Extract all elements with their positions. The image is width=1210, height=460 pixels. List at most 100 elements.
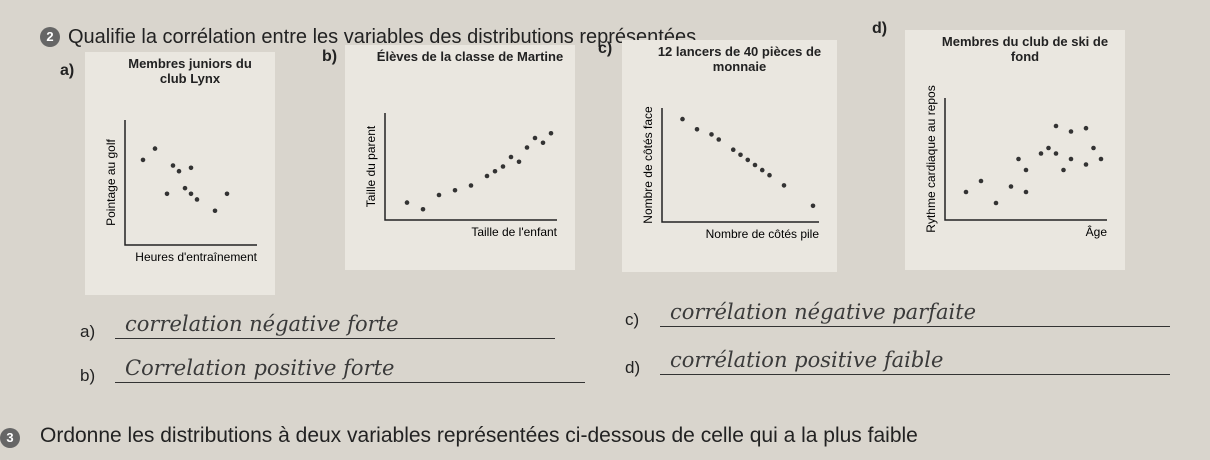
axes bbox=[124, 120, 257, 246]
data-point bbox=[1061, 167, 1066, 173]
data-point bbox=[188, 191, 194, 197]
data-point bbox=[224, 191, 230, 197]
answer-line bbox=[660, 374, 1170, 375]
question-number: 2 bbox=[40, 27, 60, 47]
data-point bbox=[752, 162, 758, 168]
x-axis-label: Âge bbox=[1086, 224, 1108, 239]
data-point bbox=[680, 116, 685, 122]
chart: Rythme cardiaque au repos Âge bbox=[924, 85, 1108, 239]
data-point bbox=[492, 168, 498, 174]
data-point bbox=[1008, 184, 1014, 189]
data-point bbox=[420, 206, 426, 212]
data-point bbox=[810, 203, 816, 209]
data-point bbox=[767, 172, 772, 178]
data-point bbox=[1091, 145, 1096, 151]
data-point bbox=[993, 200, 999, 206]
data-point bbox=[548, 130, 554, 136]
answer-line bbox=[115, 338, 555, 339]
chart-panel: Membres juniors du club Lynx Pointage au … bbox=[85, 52, 275, 295]
data-point bbox=[176, 168, 182, 174]
question-text: Ordonne les distributions à deux variabl… bbox=[40, 424, 918, 447]
answer-text: corrélation positive faible bbox=[670, 348, 944, 372]
data-point bbox=[1053, 151, 1059, 156]
data-point bbox=[694, 127, 700, 132]
axes bbox=[661, 108, 819, 223]
chart-title: Élèves de la classe de Martine bbox=[376, 49, 564, 64]
data-point bbox=[508, 154, 514, 160]
chart: Taille du parent Taille de l'enfant bbox=[364, 113, 558, 239]
y-axis-label: Nombre de côtés face bbox=[641, 106, 655, 224]
data-point bbox=[532, 135, 538, 141]
data-point bbox=[164, 191, 170, 197]
data-point bbox=[963, 189, 969, 195]
answer-text: correlation négative forte bbox=[125, 312, 399, 336]
data-point bbox=[484, 173, 490, 179]
chart-panel: 12 lancers de 40 pièces de monnaie Nombre… bbox=[622, 40, 837, 272]
x-axis-label: Nombre de côtés pile bbox=[706, 227, 820, 241]
data-point bbox=[152, 146, 158, 151]
answer-letter: d) bbox=[625, 358, 641, 377]
data-point bbox=[781, 183, 787, 188]
chart-letter: d) bbox=[872, 20, 888, 37]
data-point bbox=[1023, 189, 1029, 195]
data-point bbox=[1068, 129, 1074, 134]
data-point bbox=[404, 200, 410, 205]
data-point bbox=[170, 163, 176, 168]
question-text: Qualifie la corrélation entre les variab… bbox=[68, 26, 697, 48]
y-axis-label: Taille du parent bbox=[364, 125, 378, 207]
data-point bbox=[1016, 156, 1021, 162]
data-point bbox=[452, 187, 458, 193]
answer-letter: c) bbox=[625, 310, 640, 329]
data-point bbox=[745, 157, 751, 163]
data-point bbox=[730, 147, 736, 152]
chart-title: Membres juniors du club Lynx bbox=[128, 56, 252, 86]
data-point bbox=[709, 132, 714, 137]
answer-letter: b) bbox=[80, 366, 96, 385]
question-number: 3 bbox=[0, 428, 20, 448]
data-point bbox=[182, 185, 188, 191]
data-point bbox=[1038, 151, 1044, 156]
chart-title: 12 lancers de 40 pièces de monnaie bbox=[657, 44, 822, 74]
data-point bbox=[212, 208, 218, 214]
answer-line bbox=[115, 382, 585, 383]
data-point bbox=[436, 192, 442, 198]
data-point bbox=[1083, 162, 1089, 167]
data-point bbox=[140, 157, 146, 163]
data-point bbox=[759, 167, 765, 173]
data-point bbox=[516, 159, 522, 165]
data-point bbox=[1046, 145, 1051, 151]
chart: Pointage au golf Heures d'entraînement bbox=[104, 120, 258, 264]
data-point bbox=[468, 183, 474, 188]
data-point bbox=[978, 178, 984, 184]
data-point bbox=[500, 164, 506, 169]
chart-panel: Membres du club de ski de fond Rythme car… bbox=[905, 30, 1125, 270]
axes bbox=[944, 98, 1107, 221]
data-point bbox=[1083, 125, 1089, 131]
chart-letter: b) bbox=[322, 48, 338, 65]
data-point bbox=[716, 137, 722, 142]
answer-line bbox=[660, 326, 1170, 327]
x-axis-label: Taille de l'enfant bbox=[471, 225, 557, 239]
x-axis-label: Heures d'entraînement bbox=[135, 250, 257, 264]
data-point bbox=[188, 165, 194, 171]
chart-panel: Élèves de la classe de Martine Taille du … bbox=[345, 45, 575, 270]
data-point bbox=[194, 197, 200, 202]
chart-letter: c) bbox=[598, 40, 613, 57]
data-point bbox=[540, 140, 546, 146]
chart-title: Membres du club de ski de fond bbox=[941, 34, 1109, 64]
data-point bbox=[1053, 123, 1059, 129]
data-point bbox=[524, 145, 530, 150]
data-point bbox=[1023, 167, 1029, 173]
y-axis-label: Pointage au golf bbox=[104, 138, 118, 225]
y-axis-label: Rythme cardiaque au repos bbox=[924, 85, 938, 232]
axes bbox=[384, 113, 557, 221]
answer-text: corrélation négative parfaite bbox=[670, 300, 977, 324]
chart: Nombre de côtés face Nombre de côtés pile bbox=[641, 106, 820, 241]
data-point bbox=[1098, 156, 1104, 162]
data-point bbox=[1068, 156, 1074, 162]
chart-letter: a) bbox=[60, 62, 75, 79]
answer-text: Correlation positive forte bbox=[125, 356, 395, 380]
answer-letter: a) bbox=[80, 322, 96, 341]
data-point bbox=[738, 152, 743, 158]
